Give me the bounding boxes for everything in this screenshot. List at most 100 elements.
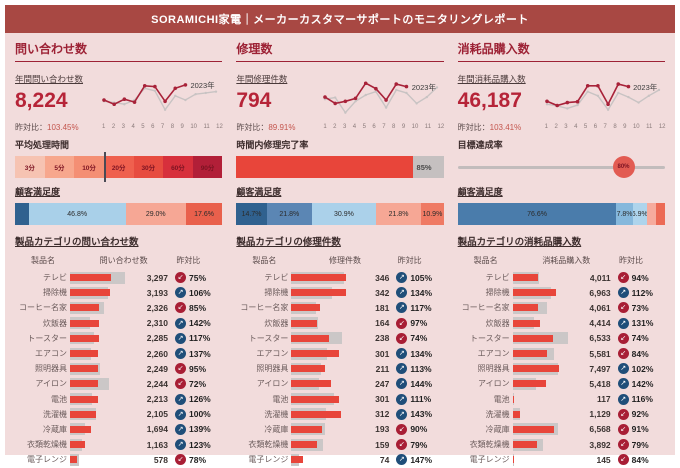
report-title: SORAMICHI家電｜メーカーカスタマーサポートのモニタリングレポート xyxy=(151,14,529,26)
value-text: 164 xyxy=(375,318,390,329)
table-row[interactable]: コーヒー名家 4,061 ↙ 73% xyxy=(458,300,665,315)
yoy-percent: 139% xyxy=(189,424,211,435)
satisfaction-segment[interactable]: 14.7% xyxy=(236,203,267,225)
table-row[interactable]: コーヒー名家 2,326 ↙ 85% xyxy=(15,300,222,315)
satisfaction-segment[interactable]: 21.8% xyxy=(375,203,422,225)
time-segment[interactable]: 10分 xyxy=(74,156,104,178)
processing-time-bar[interactable]: 3分 5分 10分 20分 30分 60分 90分 xyxy=(15,152,223,182)
table-row[interactable]: 衣類乾燥機 159 ↙ 79% xyxy=(236,437,443,452)
current-year-bar xyxy=(512,350,548,358)
yoy-percent: 97% xyxy=(410,318,428,329)
table-row[interactable]: 掃除機 3,193 ↗ 106% xyxy=(15,285,222,300)
month-axis: 1 2 3 4 5 6 7 8 9 10 11 12 xyxy=(101,124,224,130)
satisfaction-segment[interactable]: 6.9% xyxy=(632,203,647,225)
table-row[interactable]: 電子レンジ 74 ↗ 147% xyxy=(236,452,443,467)
satisfaction-bar[interactable]: 76.6% 7.8% 6.9% xyxy=(457,203,665,225)
table-row[interactable]: 照明器具 7,497 ↗ 102% xyxy=(458,361,665,376)
table-row[interactable]: 炊飯器 164 ↙ 97% xyxy=(236,316,443,331)
table-row[interactable]: 電子レンジ 578 ↙ 78% xyxy=(15,452,222,467)
table-row[interactable]: 冷蔵庫 6,568 ↙ 91% xyxy=(458,422,665,437)
month-tick: 5 xyxy=(141,124,145,130)
table-row[interactable]: トースター 6,533 ↙ 74% xyxy=(458,331,665,346)
table-row[interactable]: アイロン 5,418 ↗ 142% xyxy=(458,376,665,391)
table-row[interactable]: 照明器具 2,249 ↙ 95% xyxy=(15,361,222,376)
completion-rate-bar[interactable]: 85% xyxy=(236,156,444,178)
table-row[interactable]: 炊飯器 2,310 ↗ 142% xyxy=(15,316,222,331)
satisfaction-segment[interactable]: 30.9% xyxy=(311,203,376,225)
month-tick: 2 xyxy=(333,124,337,130)
month-tick: 4 xyxy=(131,124,135,130)
gauge-marker[interactable]: 80% xyxy=(612,156,635,178)
satisfaction-segment[interactable]: 76.6% xyxy=(457,203,617,225)
satisfaction-segment[interactable] xyxy=(656,203,665,225)
table-row[interactable]: 洗濯機 1,129 ↙ 92% xyxy=(458,407,665,422)
table-row[interactable]: 洗濯機 2,105 ↗ 100% xyxy=(15,407,222,422)
satisfaction-segment[interactable]: 7.8% xyxy=(616,203,633,225)
yoy-cell: ↙ 78% xyxy=(175,454,221,466)
table-row[interactable]: エアコン 301 ↗ 134% xyxy=(236,346,443,361)
time-segment[interactable]: 5分 xyxy=(44,156,75,178)
goal-gauge[interactable]: 80% xyxy=(457,156,665,178)
value-bars xyxy=(512,408,568,421)
table-row[interactable]: 冷蔵庫 193 ↙ 90% xyxy=(236,422,443,437)
time-segment[interactable]: 90分 xyxy=(192,156,223,178)
time-segment[interactable]: 20分 xyxy=(103,156,134,178)
current-year-bar xyxy=(512,304,538,312)
satisfaction-bar[interactable]: 14.7% 21.8% 30.9% 21.8% 10.9% xyxy=(236,203,444,225)
yoy-cell: ↙ 74% xyxy=(396,332,442,344)
month-tick: 5 xyxy=(362,124,366,130)
table-row[interactable]: テレビ 346 ↗ 105% xyxy=(236,270,443,285)
table-row[interactable]: 衣類乾燥機 3,892 ↙ 79% xyxy=(458,437,665,452)
value-text: 342 xyxy=(375,287,390,298)
table-row[interactable]: テレビ 3,297 ↙ 75% xyxy=(15,270,222,285)
satisfaction-segment[interactable]: 17.6% xyxy=(185,203,223,225)
table-row[interactable]: エアコン 5,581 ↙ 84% xyxy=(458,346,665,361)
table-row[interactable]: 電池 301 ↗ 111% xyxy=(236,392,443,407)
table-row[interactable]: コーヒー名家 181 ↗ 117% xyxy=(236,300,443,315)
table-row[interactable]: テレビ 4,011 ↙ 94% xyxy=(458,270,665,285)
time-segment[interactable]: 60分 xyxy=(163,156,193,178)
satisfaction-segment[interactable]: 46.8% xyxy=(28,203,126,225)
yoy-cell: ↗ 113% xyxy=(396,363,442,375)
satisfaction-bar[interactable]: 46.8% 29.0% 17.6% xyxy=(15,203,223,225)
satisfaction-block: 顧客満足度 46.8% 29.0% 17.6% xyxy=(15,185,223,225)
satisfaction-segment[interactable] xyxy=(15,203,29,225)
time-segment[interactable]: 30分 xyxy=(133,156,164,178)
table-row[interactable]: 衣類乾燥機 1,163 ↗ 123% xyxy=(15,437,222,452)
monthly-trend-chart[interactable]: 2023年 1 2 3 4 5 6 7 8 9 10 11 12 xyxy=(322,71,444,135)
monthly-trend-chart[interactable]: 2023年 1 2 3 4 5 6 7 8 9 10 11 12 xyxy=(544,71,666,135)
yoy-cell: ↗ 134% xyxy=(396,348,442,360)
table-row[interactable]: 掃除機 6,963 ↗ 112% xyxy=(458,285,665,300)
table-row[interactable]: 冷蔵庫 1,694 ↗ 139% xyxy=(15,422,222,437)
current-year-bar xyxy=(512,425,554,433)
table-row[interactable]: トースター 2,285 ↗ 117% xyxy=(15,331,222,346)
monthly-trend-chart[interactable]: 2023年 1 2 3 4 5 6 7 8 9 10 11 12 xyxy=(101,71,224,135)
table-row[interactable]: アイロン 247 ↗ 144% xyxy=(236,376,443,391)
table-row[interactable]: 炊飯器 4,414 ↗ 131% xyxy=(458,316,665,331)
satisfaction-segment[interactable]: 10.9% xyxy=(421,203,444,225)
table-row[interactable]: アイロン 2,244 ↙ 72% xyxy=(15,376,222,391)
satisfaction-segment[interactable]: 21.8% xyxy=(266,203,312,225)
table-row[interactable]: トースター 238 ↙ 74% xyxy=(236,331,443,346)
month-tick: 5 xyxy=(583,124,588,130)
table-row[interactable]: 洗濯機 312 ↗ 143% xyxy=(236,407,443,422)
table-row[interactable]: 掃除機 342 ↗ 134% xyxy=(236,285,443,300)
satisfaction-segment[interactable] xyxy=(646,203,657,225)
table-row[interactable]: 照明器具 211 ↗ 113% xyxy=(236,361,443,376)
current-year-bar xyxy=(70,350,99,358)
yoy-percent: 111% xyxy=(410,394,432,405)
table-row[interactable]: 電池 117 ↗ 116% xyxy=(458,392,665,407)
yoy-cell: ↙ 90% xyxy=(396,423,442,435)
table-row[interactable]: 電池 2,213 ↗ 126% xyxy=(15,392,222,407)
product-name: エアコン xyxy=(35,349,67,359)
satisfaction-segment[interactable]: 29.0% xyxy=(125,203,186,225)
header-product-name: 製品名 xyxy=(31,256,55,265)
kpi-label: 年間消耗品購入数 xyxy=(457,74,526,84)
table-row[interactable]: 電子レンジ 145 ↙ 84% xyxy=(458,452,665,467)
yoy-percent: 74% xyxy=(410,333,428,344)
value-bars xyxy=(512,347,568,360)
time-segment[interactable]: 3分 xyxy=(15,156,45,178)
table-row[interactable]: エアコン 2,260 ↗ 137% xyxy=(15,346,222,361)
yoy-percent: 134% xyxy=(410,348,433,359)
month-tick: 7 xyxy=(160,124,165,130)
